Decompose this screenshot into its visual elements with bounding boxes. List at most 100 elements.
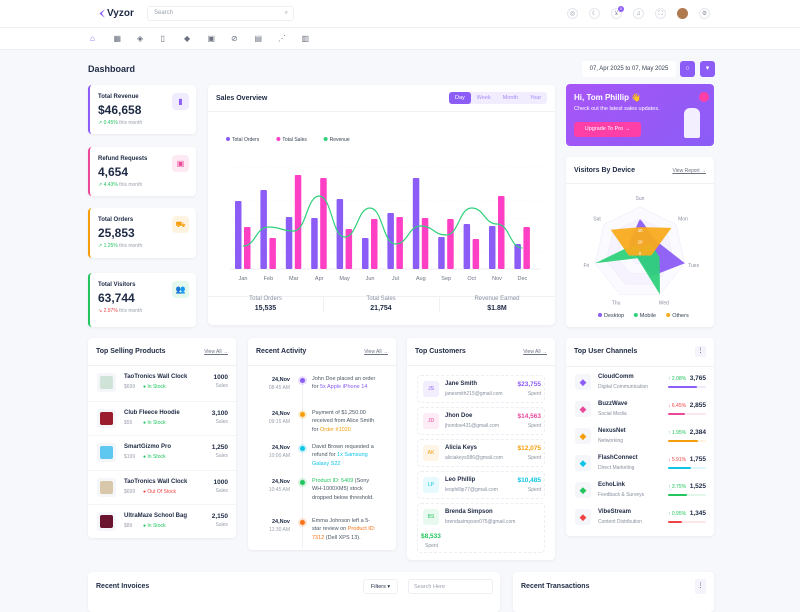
product-image [100, 480, 113, 494]
sales-unit: Sales [215, 453, 228, 459]
avatar[interactable] [677, 8, 688, 19]
legend-marker [666, 313, 671, 317]
product-row[interactable]: SmartGizmo Pro $199 ● In Stock 1,250 Sales [88, 435, 236, 469]
channel-category: Networking [598, 438, 624, 444]
customer-amount: $14,563 [517, 413, 542, 420]
bell-icon[interactable]: ♫ [633, 8, 644, 19]
table-icon[interactable]: ▥ [301, 34, 310, 43]
product-image [100, 515, 113, 528]
stat-change-suffix: this month [117, 120, 143, 126]
product-row[interactable]: Club Fleece Hoodie $55 ● In Stock 3,100 Sale… [88, 400, 236, 435]
channel-logo-icon: ◆ [575, 374, 591, 390]
file-icon[interactable]: ▯ [160, 34, 165, 43]
activity-time: 09:15 AM [268, 419, 290, 425]
product-name: SmartGizmo Pro [124, 444, 172, 450]
amount-label: Spent [527, 487, 541, 493]
channel-row[interactable]: ◆ EchoLink Feedback & Surveys ↑ 3.75% 1,525 [566, 479, 714, 506]
cart-icon[interactable]: ⊻ 0 [611, 6, 624, 19]
activity-link[interactable]: 1x Samsung Galaxy S22 [312, 452, 368, 467]
customer-email: brendasimpson075@gmail.com [445, 519, 516, 525]
product-thumbnail [97, 443, 116, 462]
channel-value: 1,755 [689, 456, 706, 463]
legend-marker [276, 137, 281, 141]
product-row[interactable]: TaoTronics Wall Clock $699 ● Out Of Stock 1… [88, 469, 236, 504]
stat-label: Refund Requests [98, 156, 148, 162]
product-thumbnail [97, 477, 116, 497]
tab-week[interactable]: Week [476, 95, 491, 101]
customer-row[interactable]: JS Jane Smith janesmith215@gmail.com $23,75… [417, 375, 545, 403]
customer-row[interactable]: JD Jhon Doe jhondoe431@gmail.com $14,563 Spe… [417, 407, 545, 435]
top-customers-card: Top Customers View All → JS Jane Smith jan… [407, 338, 555, 560]
moon-icon[interactable]: ☾ [589, 8, 600, 19]
summary-total-orders: Total Orders 15,535 [208, 296, 323, 312]
channel-row[interactable]: ◆ BuzzWave Social Media ↓ 6.45% 2,855 [566, 398, 714, 425]
view-report-link[interactable]: View Report → [672, 168, 706, 174]
filter-button[interactable]: ▾ [700, 61, 715, 77]
activity-link[interactable]: Order #1020 [319, 426, 351, 433]
fullscreen-icon[interactable]: ⛶ [655, 8, 666, 19]
activity-link[interactable]: Product ID: 5409 [312, 478, 354, 484]
apps-icon[interactable]: ▦ [113, 34, 122, 43]
product-image [100, 376, 113, 389]
product-row[interactable]: UltraMaze School Bag $89 ● In Stock 2,150 Sa… [88, 504, 236, 538]
activity-link[interactable]: Product ID: 7312 [312, 526, 376, 541]
bar-total-orders-jun [362, 238, 369, 269]
date-range-picker[interactable]: 07, Apr 2025 to 07, May 2025 [582, 61, 676, 77]
activity-date: 24,Nov [271, 519, 290, 525]
brand-logo[interactable]: Vyzor [97, 8, 134, 19]
visitors-radar-chart: Sun Mon Tues Wed Thu Fri Sat 0 20 40 60 Desktop Mobi… [583, 196, 699, 319]
compass-icon[interactable]: ⊘ [231, 34, 238, 43]
home-icon[interactable]: ⌂ [90, 34, 95, 43]
decor-circle [699, 92, 709, 102]
summary-value: 21,754 [370, 305, 392, 312]
diamond-icon[interactable]: ◆ [184, 34, 191, 43]
trend-up-icon: ↗ [98, 243, 104, 249]
channel-category: Direct Marketing [598, 465, 635, 471]
timeline-dot [300, 520, 305, 525]
gear-icon[interactable]: ⚙ [699, 8, 710, 19]
store-icon[interactable]: ▤ [254, 34, 263, 43]
activity-link[interactable]: 5x Apple iPhone 14 [319, 384, 368, 391]
customer-row[interactable]: AK Alicia Keys aliciakeys986@gmail.com $12,… [417, 439, 545, 467]
activity-view-all[interactable]: View All → [364, 349, 388, 355]
product-sales: 1000 [213, 374, 228, 381]
tab-month[interactable]: Month [502, 95, 519, 101]
channel-progress-bar [668, 521, 706, 523]
customer-row[interactable]: BS Brenda Simpson brendasimpson075@gmail.c… [417, 503, 545, 553]
product-row[interactable]: TaoTronics Wall Clock $699 ● In Stock 1000 S… [88, 366, 236, 400]
channel-row[interactable]: ◆ VibeStream Content Distribution ↑ 0.95% 1,… [566, 506, 714, 533]
tab-year[interactable]: Year [530, 95, 542, 101]
radar-axis-sat: Sat [593, 217, 601, 223]
activity-date: 24,Nov [271, 377, 290, 383]
bar-total-sales-mar [294, 175, 302, 269]
more-options-icon[interactable]: ⋮ [695, 579, 706, 594]
channel-row[interactable]: ◆ CloudComm Digital Communication ↑ 2.08% 3,… [566, 371, 714, 398]
customer-row[interactable]: LP Leo Phillip leophillip77@gmail.com $10,4… [417, 471, 545, 499]
recent-invoices-card: Recent Invoices Filters ▾ Search Here [88, 572, 500, 612]
channel-row[interactable]: ◆ NexusNet Networking ↑ 1.95% 2,384 [566, 425, 714, 452]
channel-logo-icon: ◆ [575, 401, 591, 417]
tab-day[interactable]: Day [449, 92, 471, 104]
legend-marker [323, 137, 328, 141]
invoices-search-input[interactable]: Search Here [408, 579, 493, 594]
chart-icon[interactable]: ⋰ [278, 34, 286, 43]
amount-label: Spent [527, 455, 541, 461]
channel-row[interactable]: ◆ FlashConnect Direct Marketing ↓ 5.91% 1,75… [566, 452, 714, 479]
activity-date: 24,Nov [271, 479, 290, 485]
language-icon[interactable]: ◎ [567, 8, 578, 19]
layers-icon[interactable]: ◈ [137, 34, 144, 43]
filters-button[interactable]: Filters ▾ [363, 579, 398, 594]
upgrade-button[interactable]: Upgrade To Pro → [574, 122, 641, 137]
users-icon: 👥 [172, 281, 189, 298]
stat-change-value: 0.45% [103, 120, 118, 126]
customers-view-all[interactable]: View All → [523, 349, 547, 355]
gift-icon[interactable]: ▣ [207, 34, 216, 43]
activity-time: 10:45 AM [268, 487, 290, 493]
channel-progress-fill [668, 521, 683, 523]
channel-progress-bar [668, 467, 706, 469]
more-options-icon[interactable]: ⋮ [695, 346, 706, 357]
sales-unit: Sales [215, 418, 228, 425]
products-view-all[interactable]: View All → [204, 349, 228, 355]
refresh-button[interactable]: ○ [680, 61, 695, 77]
search-input[interactable]: Search ⌕ [147, 6, 294, 21]
